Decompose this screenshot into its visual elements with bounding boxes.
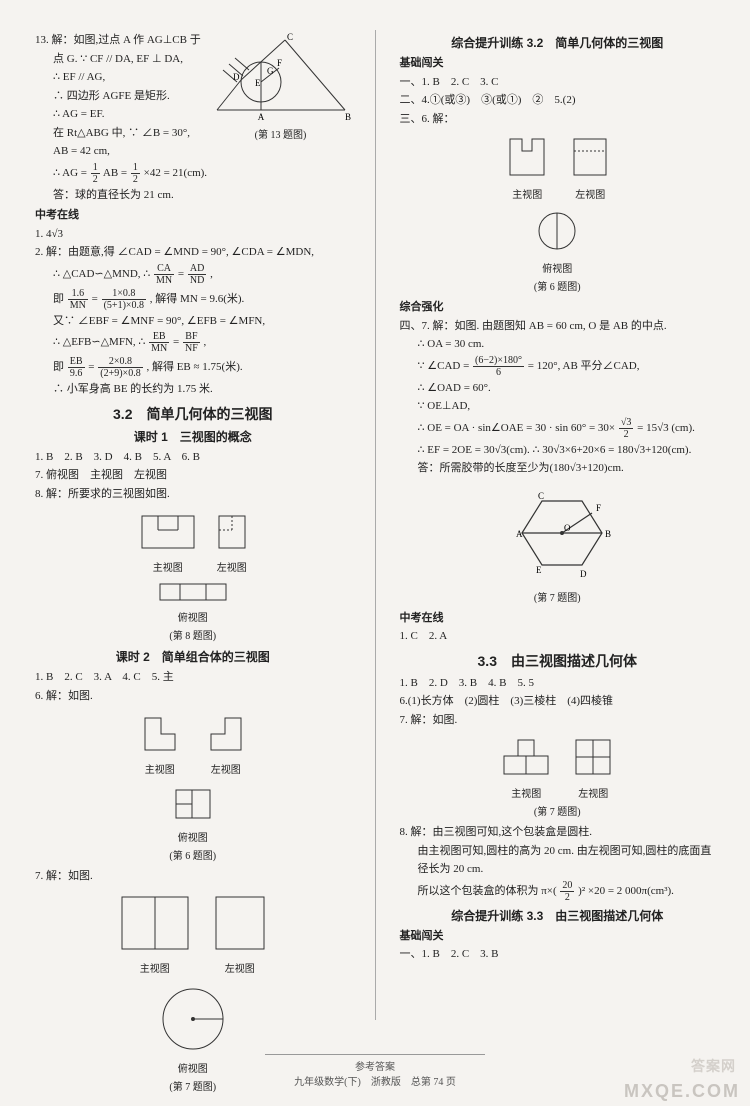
s33-figure: 主视图 左视图 (第 7 题图) (400, 734, 716, 818)
frac: 12 (131, 162, 140, 185)
zhts-title: 综合提升训练 3.2 简单几何体的三视图 (400, 34, 716, 51)
zk2-l2: ∴ △CAD∽△MND, ∴ CAMN = ADND , (35, 263, 351, 286)
right-column: 综合提升训练 3.2 简单几何体的三视图 基础闯关 一、1. B 2. C 3.… (400, 30, 716, 1020)
svg-text:F: F (277, 58, 282, 68)
k1-title: 课时 1 三视图的概念 (35, 428, 351, 445)
k2-title: 课时 2 简单组合体的三视图 (35, 648, 351, 665)
svg-text:O: O (564, 523, 571, 533)
label: 左视图 (568, 186, 612, 201)
k1-ans3: 8. 解：所要求的三视图如图. (35, 486, 351, 503)
sec33: 3.3 由三视图描述几何体 (400, 651, 716, 671)
r33: 一、1. B 2. C 3. B (400, 946, 716, 963)
q47g: ∴ EF = 2OE = 30√3(cm). ∴ 30√3×6+20×6 = 1… (400, 442, 716, 459)
zk2-l7: ∴ 小军身高 BE 的长约为 1.75 米. (35, 381, 351, 398)
caption: (第 8 题图) (35, 627, 351, 642)
page-columns: A B C D E F G (第 13 题图) 13. 解：如图,过点 A 作 … (35, 30, 715, 1020)
q47c: ∵ ∠CAD = (6−2)×180°6 = 120°, AB 平分∠CAD, (400, 355, 716, 378)
watermark-brand: 答案网 (691, 1056, 736, 1076)
svg-text:D: D (233, 72, 240, 82)
zk2-l4: 又∵ ∠EBF = ∠MNF = 90°, ∠EFB = ∠MFN, (35, 313, 351, 330)
t: AB = (103, 167, 127, 179)
label: 主视图 (498, 785, 554, 800)
q47b: ∴ OA = 30 cm. (400, 336, 716, 353)
label: 主视图 (137, 559, 199, 574)
r2: 二、4.①(或③) ③(或①) ② 5.(2) (400, 92, 716, 109)
q7-intro: 7. 解：如图. (35, 868, 351, 885)
q47a: 四、7. 解：如图. 由题图知 AB = 60 cm, O 是 AB 的中点. (400, 318, 716, 335)
k1-ans2: 7. 俯视图 主视图 左视图 (35, 467, 351, 484)
frac: 12 (91, 162, 100, 185)
s33l2: 6.(1)长方体 (2)圆柱 (3)三棱柱 (4)四棱锥 (400, 693, 716, 710)
label: 左视图 (201, 761, 251, 776)
q13-answer: 答：球的直径长为 21 cm. (35, 187, 351, 204)
q4ans: 答：所需胶带的长度至少为(180√3+120)cm. (400, 460, 716, 477)
s33l3: 7. 解：如图. (400, 712, 716, 729)
label: 主视图 (502, 186, 552, 201)
zhts33: 综合提升训练 3.3 由三视图描述几何体 (400, 907, 716, 924)
svg-text:A: A (516, 529, 523, 539)
label: 主视图 (135, 761, 185, 776)
zk2-l3: 即 1.6MN = 1×0.8(5+1)×0.8 , 解得 MN = 9.6(米… (35, 288, 351, 311)
label: 主视图 (116, 960, 194, 975)
s33q8b: 由主视图可知,圆柱的高为 20 cm. 由左视图可知,圆柱的底面直 (400, 843, 716, 860)
q47f: ∴ OE = OA · sin∠OAE = 30 · sin 60° = 30×… (400, 417, 716, 440)
k2-ans2: 6. 解：如图. (35, 688, 351, 705)
svg-text:E: E (255, 78, 261, 88)
label: 俯视图 (400, 260, 716, 275)
s33l1: 1. B 2. D 3. B 4. B 5. 5 (400, 675, 716, 692)
k1-ans1: 1. B 2. B 3. D 4. B 5. A 6. B (35, 449, 351, 466)
label: 俯视图 (35, 609, 351, 624)
svg-text:F: F (596, 503, 601, 513)
s33q8a: 8. 解：由三视图可知,这个包装盒是圆柱. (400, 824, 716, 841)
label: 俯视图 (35, 829, 351, 844)
zk2-l6: 即 EB9.6 = 2×0.8(2+9)×0.8 , 解得 EB ≈ 1.75(… (35, 356, 351, 379)
q47e: ∵ OE⊥AD, (400, 398, 716, 415)
jcgk33: 基础闯关 (400, 928, 716, 945)
q13-l8: ∴ AG = 12 AB = 12 ×42 = 21(cm). (35, 162, 351, 185)
k2-figure: 主视图 左视图 俯视图 (第 6 题图) (35, 710, 351, 862)
q13-caption: (第 13 题图) (211, 126, 351, 141)
t: ∴ AG = (53, 167, 87, 179)
zk-r: 中考在线 (400, 610, 716, 627)
q13-figure: A B C D E F G (第 13 题图) (211, 30, 351, 141)
caption: (第 6 题图) (35, 847, 351, 862)
svg-text:G: G (267, 66, 274, 76)
label: 左视图 (210, 960, 270, 975)
s33q8c: 径长为 20 cm. (400, 861, 716, 878)
zk1: 1. 4√3 (35, 226, 351, 243)
watermark-url: MXQE.COM (624, 1081, 740, 1102)
caption: (第 7 题图) (400, 589, 716, 604)
svg-text:A: A (257, 112, 264, 120)
r3: 三、6. 解： (400, 111, 716, 128)
zhqh: 综合强化 (400, 299, 716, 316)
sec32: 3.2 简单几何体的三视图 (35, 404, 351, 424)
t: ×42 = 21(cm). (144, 167, 207, 179)
hexagon-figure: A B C D E F O (第 7 题图) (400, 483, 716, 604)
left-column: A B C D E F G (第 13 题图) 13. 解：如图,过点 A 作 … (35, 30, 351, 1020)
column-divider (375, 30, 376, 1020)
svg-text:B: B (605, 529, 611, 539)
caption: (第 6 题图) (400, 278, 716, 293)
zk2-l5: ∴ △EFB∽△MFN, ∴ EBMN = BFNF , (35, 331, 351, 354)
q13-l7: AB = 42 cm, (35, 143, 351, 160)
r-figure: 主视图 左视图 俯视图 (第 6 题图) (400, 133, 716, 293)
footer-l1: 参考答案 (0, 1058, 750, 1073)
svg-text:D: D (580, 569, 587, 579)
caption: (第 7 题图) (400, 803, 716, 818)
q47d: ∴ ∠OAD = 60°. (400, 380, 716, 397)
jcgk: 基础闯关 (400, 55, 716, 72)
svg-text:C: C (287, 32, 293, 42)
k1-figure: 主视图 左视图 俯视图 (第 8 题图) (35, 508, 351, 642)
zk-r-ans: 1. C 2. A (400, 628, 716, 645)
zk-title: 中考在线 (35, 207, 351, 224)
k2-ans1: 1. B 2. C 3. A 4. C 5. 主 (35, 669, 351, 686)
zk2-l1: 2. 解：由题意,得 ∠CAD = ∠MND = 90°, ∠CDA = ∠MD… (35, 244, 351, 261)
r1: 一、1. B 2. C 3. C (400, 74, 716, 91)
svg-text:E: E (536, 565, 542, 575)
label: 左视图 (215, 559, 249, 574)
label: 左视图 (570, 785, 616, 800)
svg-text:B: B (345, 112, 351, 120)
s33q8d: 所以这个包装盒的体积为 π×( 202 )² ×20 = 2 000π(cm³)… (400, 880, 716, 903)
svg-text:C: C (538, 491, 544, 501)
